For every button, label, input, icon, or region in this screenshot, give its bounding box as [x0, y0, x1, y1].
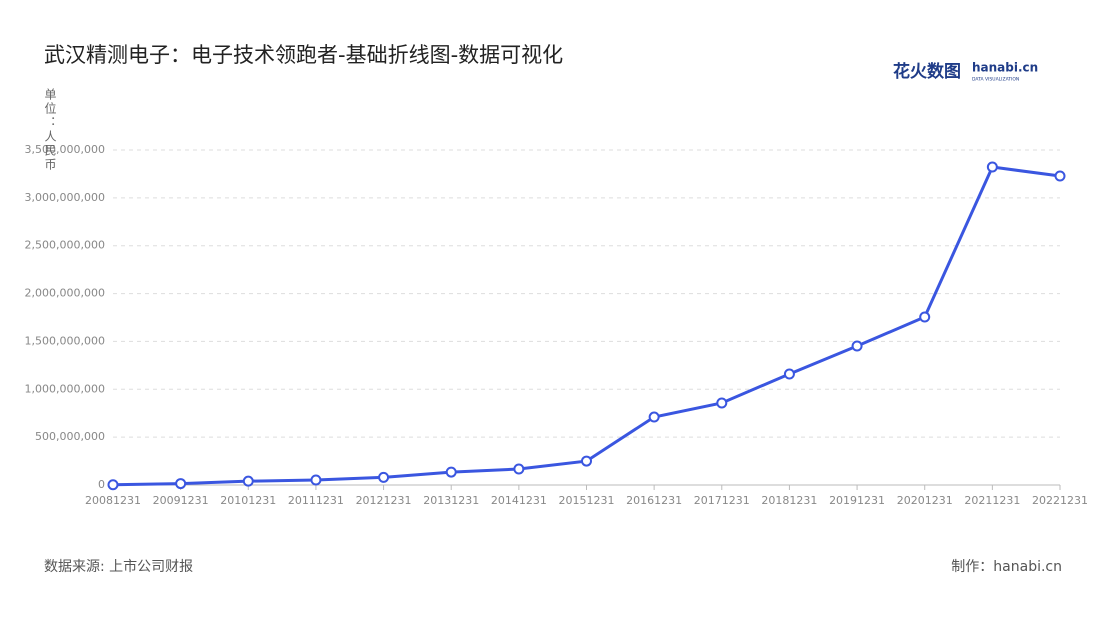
point	[581, 455, 592, 467]
x-tick-label: 20191231	[829, 494, 885, 507]
x-tick-label: 20151231	[559, 494, 615, 507]
chart-title: 武汉精测电子：电子技术领跑者-基础折线图-数据可视化	[44, 43, 563, 67]
x-tick-label: 20181231	[761, 494, 817, 507]
point	[919, 311, 931, 323]
point	[783, 368, 795, 380]
point	[107, 479, 119, 491]
point	[986, 161, 998, 173]
y-tick-label: 0	[98, 478, 105, 491]
point	[1054, 170, 1066, 182]
point	[242, 475, 254, 487]
logo-tagline: DATA VISUALIZATION	[972, 77, 1019, 83]
x-tick-label: 20101231	[220, 494, 276, 507]
x-tick-label: 20141231	[491, 494, 547, 507]
point	[648, 411, 660, 423]
x-tick-label: 20211231	[964, 494, 1020, 507]
point	[378, 471, 390, 483]
x-tick-label: 20121231	[356, 494, 412, 507]
point	[310, 474, 322, 486]
credit: 制作：hanabi.cn	[951, 559, 1062, 575]
y-tick-label: 1,500,000,000	[25, 334, 105, 347]
logo-site: hanabi.cn	[972, 61, 1038, 75]
y-tick-label: 3,000,000,000	[25, 191, 105, 204]
point	[513, 463, 525, 475]
x-tick-label: 20161231	[626, 494, 682, 507]
x-tick-label: 20111231	[288, 494, 344, 507]
point	[851, 340, 863, 352]
source: 数据来源: 上市公司财报	[44, 558, 193, 575]
x-tick-label: 20081231	[85, 494, 141, 507]
y-tick-label: 2,500,000,000	[25, 239, 105, 252]
point	[175, 478, 187, 490]
x-tick-label: 20221231	[1032, 494, 1088, 507]
y-tick-label: 500,000,000	[35, 430, 105, 443]
x-tick-label: 20171231	[694, 494, 750, 507]
y-axis-label: 单位：人民币	[43, 88, 57, 172]
point	[716, 397, 728, 409]
logo-brand: 花火数图	[893, 61, 961, 82]
x-tick-label: 20201231	[897, 494, 953, 507]
x-tick-label: 20131231	[423, 494, 479, 507]
x-tick-label: 20091231	[153, 494, 209, 507]
point	[445, 466, 457, 478]
y-tick-label: 1,000,000,000	[25, 382, 105, 395]
y-tick-label: 3,500,000,000	[25, 143, 105, 156]
y-tick-label: 2,000,000,000	[25, 287, 105, 300]
